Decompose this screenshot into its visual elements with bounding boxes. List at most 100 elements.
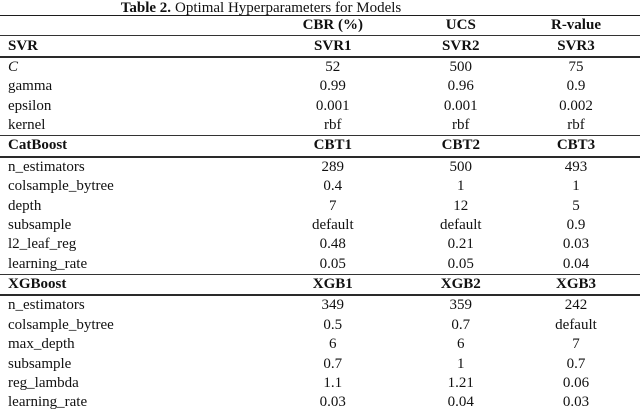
model-name: SVR2 [442,37,480,54]
param-value: 500 [449,158,473,175]
param-value: 0.03 [562,394,590,411]
table-row: subsample default default 0.9 [0,216,640,235]
param-value: 500 [449,58,473,75]
param-value: 0.06 [562,374,590,391]
param-value: default [439,216,482,233]
param-name: l2_leaf_reg [8,236,77,253]
param-value: 7 [329,197,337,214]
param-value: 0.9 [566,216,586,233]
param-value: 242 [564,297,588,314]
table-caption: Table 2. Optimal Hyperparameters for Mode… [0,0,522,16]
table-row: colsample_bytree 0.5 0.7 default [0,316,640,335]
param-value: 289 [321,158,345,175]
param-value: 0.7 [566,355,586,372]
table-row: l2_leaf_reg 0.48 0.21 0.03 [0,235,640,254]
column-header-rvalue: R-value [550,17,601,34]
empty-header-cell [0,16,256,36]
section-name: CatBoost [8,137,68,154]
param-value: 1 [457,355,465,372]
param-name: n_estimators [8,158,85,175]
param-value: 1 [457,178,465,195]
param-value: default [311,216,354,233]
param-value: 0.5 [323,316,343,333]
param-name: depth [8,197,42,214]
table-row: reg_lambda 1.1 1.21 0.06 [0,374,640,393]
param-value: 0.9 [566,78,586,95]
section-name: XGBoost [8,276,67,293]
param-value: 12 [453,197,469,214]
param-value: 0.7 [451,316,471,333]
column-header-ucs: UCS [445,17,476,34]
table-caption-label: Table 2. [120,0,172,16]
hyperparameters-table: CBR (%) UCS R-value SVR SVR1 SVR2 SVR3 C 52 50… [0,15,640,413]
param-value: 0.03 [319,394,346,411]
param-name: C [8,58,19,75]
param-name: learning_rate [8,394,88,411]
param-value: 0.21 [447,236,474,253]
param-value: 0.03 [562,236,590,253]
param-name: epsilon [8,97,52,114]
section-header-row-catboost: CatBoost CBT1 CBT2 CBT3 [0,135,640,157]
param-value: rbf [452,117,470,134]
param-name: learning_rate [8,255,88,272]
param-value: 0.48 [319,236,346,253]
param-value: 6 [329,336,337,353]
model-name: XGB1 [312,276,353,293]
param-value: rbf [324,117,342,134]
column-header-cbr: CBR (%) [302,17,363,34]
section-header-row-xgboost: XGBoost XGB1 XGB2 XGB3 [0,274,640,296]
param-name: kernel [8,117,46,134]
param-value: 0.99 [319,78,346,95]
table-row: kernel rbf rbf rbf [0,116,640,136]
param-name: max_depth [8,336,75,353]
param-value: 0.05 [447,255,474,272]
param-name: colsample_bytree [8,316,114,333]
param-value: 0.96 [447,78,474,95]
table-row: max_depth 6 6 7 [0,335,640,354]
table-body: SVR SVR1 SVR2 SVR3 C 52 500 75 gamma 0.99 0.96 0.9 e… [0,35,640,413]
param-value: 359 [449,297,473,314]
param-value: 0.4 [323,178,343,195]
param-value: 0.04 [562,255,590,272]
param-value: 75 [568,58,584,75]
measure-header-row: CBR (%) UCS R-value [0,15,640,36]
param-value: 6 [457,336,465,353]
table-row: learning_rate 0.05 0.05 0.04 [0,255,640,275]
param-value: default [555,316,597,333]
param-value: 0.001 [315,97,350,114]
param-value: 1 [572,178,580,195]
param-value: 52 [325,58,341,75]
table-caption-text: Optimal Hyperparameters for Models [175,0,402,16]
model-name: SVR3 [557,37,595,54]
section-header-row-svr: SVR SVR1 SVR2 SVR3 [0,35,640,57]
param-value: 0.04 [447,394,474,411]
table-row: depth 7 12 5 [0,196,640,215]
table-row: n_estimators 289 500 493 [0,157,640,177]
param-value: rbf [567,117,585,134]
model-name: SVR1 [314,37,352,54]
model-name: CBT3 [556,137,596,154]
param-name: reg_lambda [8,374,79,391]
param-value: 0.05 [319,255,346,272]
table-row: epsilon 0.001 0.001 0.002 [0,97,640,116]
model-name: XGB2 [440,276,481,293]
model-name: CBT2 [441,137,480,154]
param-value: 5 [572,197,580,214]
param-value: 0.7 [323,355,343,372]
param-name: colsample_bytree [8,178,114,195]
param-name: subsample [8,355,72,372]
param-value: 1.21 [447,374,474,391]
model-name: CBT1 [313,137,352,154]
table-row: n_estimators 349 359 242 [0,295,640,315]
param-value: 493 [564,158,588,175]
table-row: subsample 0.7 1 0.7 [0,354,640,373]
param-value: 7 [572,336,580,353]
model-name: XGB3 [555,276,596,293]
param-value: 0.002 [559,97,593,114]
param-name: n_estimators [8,297,85,314]
param-value: 0.001 [443,97,478,114]
table-row: colsample_bytree 0.4 1 1 [0,177,640,196]
param-name: subsample [8,216,72,233]
param-name: gamma [8,78,53,95]
